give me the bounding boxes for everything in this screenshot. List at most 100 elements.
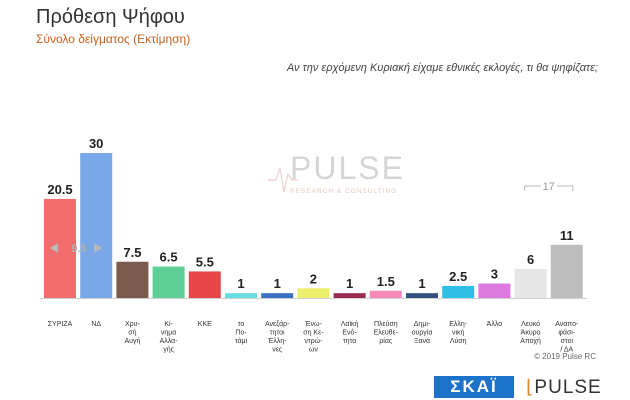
category-label-line: Αποχή <box>520 338 541 345</box>
category-label-line: Αλλα- <box>160 338 179 345</box>
chart-subtitle: Σύνολο δείγματος (Εκτίμηση) <box>36 32 191 46</box>
category-label-line: Κί- <box>164 320 173 328</box>
bar-12 <box>478 283 511 298</box>
bar-value-label: 2 <box>310 271 317 286</box>
category-label: Ανεξάρ-τητοι Έλλη-νες <box>265 320 290 354</box>
category-label-line: τάμι <box>235 337 248 345</box>
bar-0 <box>44 198 76 298</box>
gap-label: 9.5 <box>71 243 86 255</box>
bar-value-label: 30 <box>89 136 103 151</box>
bar-1 <box>80 153 113 298</box>
category-label-line: Πλεύση <box>374 320 398 328</box>
copyright: © 2019 Pulse RC <box>534 352 596 361</box>
bar-11 <box>442 285 475 298</box>
category-label: Κί-νημα Αλλα-γής <box>160 320 179 354</box>
category-label-line: Λύση <box>450 337 467 345</box>
category-label-line: Αναπο- <box>555 321 579 328</box>
category-label-line: Άκυρο <box>521 330 541 337</box>
bar-8 <box>333 293 366 298</box>
category-label: το Πο-τάμι <box>235 321 248 345</box>
category-label: Αναπο-φάσι-στοι / ΔΑ <box>555 321 579 354</box>
category-label-line: Λαϊκή <box>341 321 359 328</box>
bar-14 <box>550 244 583 298</box>
category-label: Ένω-ση Κε-ντρώ-ων <box>303 321 324 354</box>
bar-value-label: 1 <box>237 276 244 291</box>
bar-10 <box>406 293 438 298</box>
watermark-word: PULSE <box>290 150 405 186</box>
category-label: Χρυ-σή Αυγή <box>124 321 140 345</box>
category-label-line: ΣΥΡΙΖΑ <box>48 321 73 328</box>
category-label-line: τητα <box>343 338 356 345</box>
category-label-line: Ξανά <box>414 337 430 345</box>
category-label-line: Ένω- <box>304 321 322 328</box>
category-label-line: ρίας <box>379 337 393 345</box>
category-label: Πλεύση Ελευθε-ρίας <box>374 320 399 345</box>
category-label-line: Ελευθε- <box>374 330 399 337</box>
category-label-line: Αυγή <box>124 338 140 345</box>
category-label-line: τητοι <box>270 330 285 337</box>
bar-value-label: 6.5 <box>160 250 178 265</box>
category-label: Ελλη-νική Λύση <box>449 321 468 345</box>
category-label-line: στοι <box>561 338 574 345</box>
category-label-line: νική <box>452 330 465 337</box>
arrow-left-icon <box>50 243 58 253</box>
bar-3 <box>152 266 185 298</box>
category-label-line: ΝΔ <box>91 321 101 328</box>
bar-5 <box>225 293 257 298</box>
category-label-line: Έλλη- <box>267 338 287 345</box>
category-label-line: ων <box>309 347 318 354</box>
bar-6 <box>261 293 294 298</box>
watermark-sub: RESEARCH & CONSULTING <box>290 188 398 195</box>
category-label-line: Άλλο <box>487 321 503 328</box>
category-label-line: Χρυ- <box>125 321 140 328</box>
category-label: ΝΔ <box>91 321 101 328</box>
bracket-label: 17 <box>543 181 555 193</box>
category-label-line: Ενό- <box>342 329 357 337</box>
category-label: Λευκό Άκυρο Αποχή <box>520 320 541 345</box>
bar-value-label: 1 <box>346 276 353 291</box>
bar-value-label: 20.5 <box>47 182 72 197</box>
bar-value-label: 1 <box>274 276 281 291</box>
bar-13 <box>514 269 547 298</box>
heartbeat-icon <box>268 167 298 193</box>
category-label-line: φάσι- <box>558 329 575 337</box>
bar-4 <box>188 271 221 298</box>
skai-logo: ΣΚΑΪ <box>434 376 514 398</box>
category-label: ΚΚΕ <box>198 321 212 328</box>
pulse-slash-icon: ⌊ <box>526 377 535 398</box>
category-label-line: ΚΚΕ <box>198 321 212 328</box>
bar-value-label: 6 <box>527 252 534 267</box>
category-label-line: νημα <box>161 330 176 337</box>
bar-value-label: 7.5 <box>123 245 141 260</box>
chart-title: Πρόθεση Ψήφου <box>36 6 185 28</box>
bracket <box>524 185 574 191</box>
category-label-line: το <box>238 321 245 328</box>
bar-value-label: 3 <box>491 267 498 282</box>
bar-9 <box>369 290 402 298</box>
category-label-line: Ανεξάρ- <box>265 320 290 328</box>
category-label-line: Λευκό <box>521 320 540 328</box>
category-label-line: / ΔΑ <box>560 347 573 354</box>
category-label: Λαϊκή Ενό-τητα <box>341 321 359 345</box>
bar-2 <box>116 261 149 298</box>
bar-value-label: 1.5 <box>377 274 395 289</box>
category-label-line: νες <box>272 347 283 354</box>
category-label: Δημι-ουργία Ξανά <box>412 321 433 345</box>
category-label-line: Πο- <box>235 330 247 337</box>
bar-value-label: 1 <box>418 276 425 291</box>
category-label-line: ουργία <box>412 329 433 337</box>
category-label-line: Ελλη- <box>449 321 468 328</box>
annotation-layer: 9.5 17 <box>50 181 574 255</box>
pulse-footer-logo: ⌊PULSE <box>526 376 602 399</box>
survey-question: Αν την ερχόμενη Κυριακή είχαμε εθνικές ε… <box>286 62 598 74</box>
arrow-right-icon <box>94 243 103 253</box>
bar-7 <box>297 288 330 298</box>
bar-value-label: 5.5 <box>196 254 214 269</box>
category-label-line: σή <box>128 330 136 337</box>
bar-value-label: 2.5 <box>449 269 467 284</box>
category-label-line: ση Κε- <box>303 330 324 337</box>
category-label-line: γής <box>163 347 174 354</box>
bars-layer: 20.5 ΣΥΡΙΖΑ 30 ΝΔ 7.5 Χρυ-σή Αυγή 6.5 Κί-νημα Αλλ… <box>40 136 587 354</box>
category-label-line: ντρώ- <box>304 337 323 345</box>
